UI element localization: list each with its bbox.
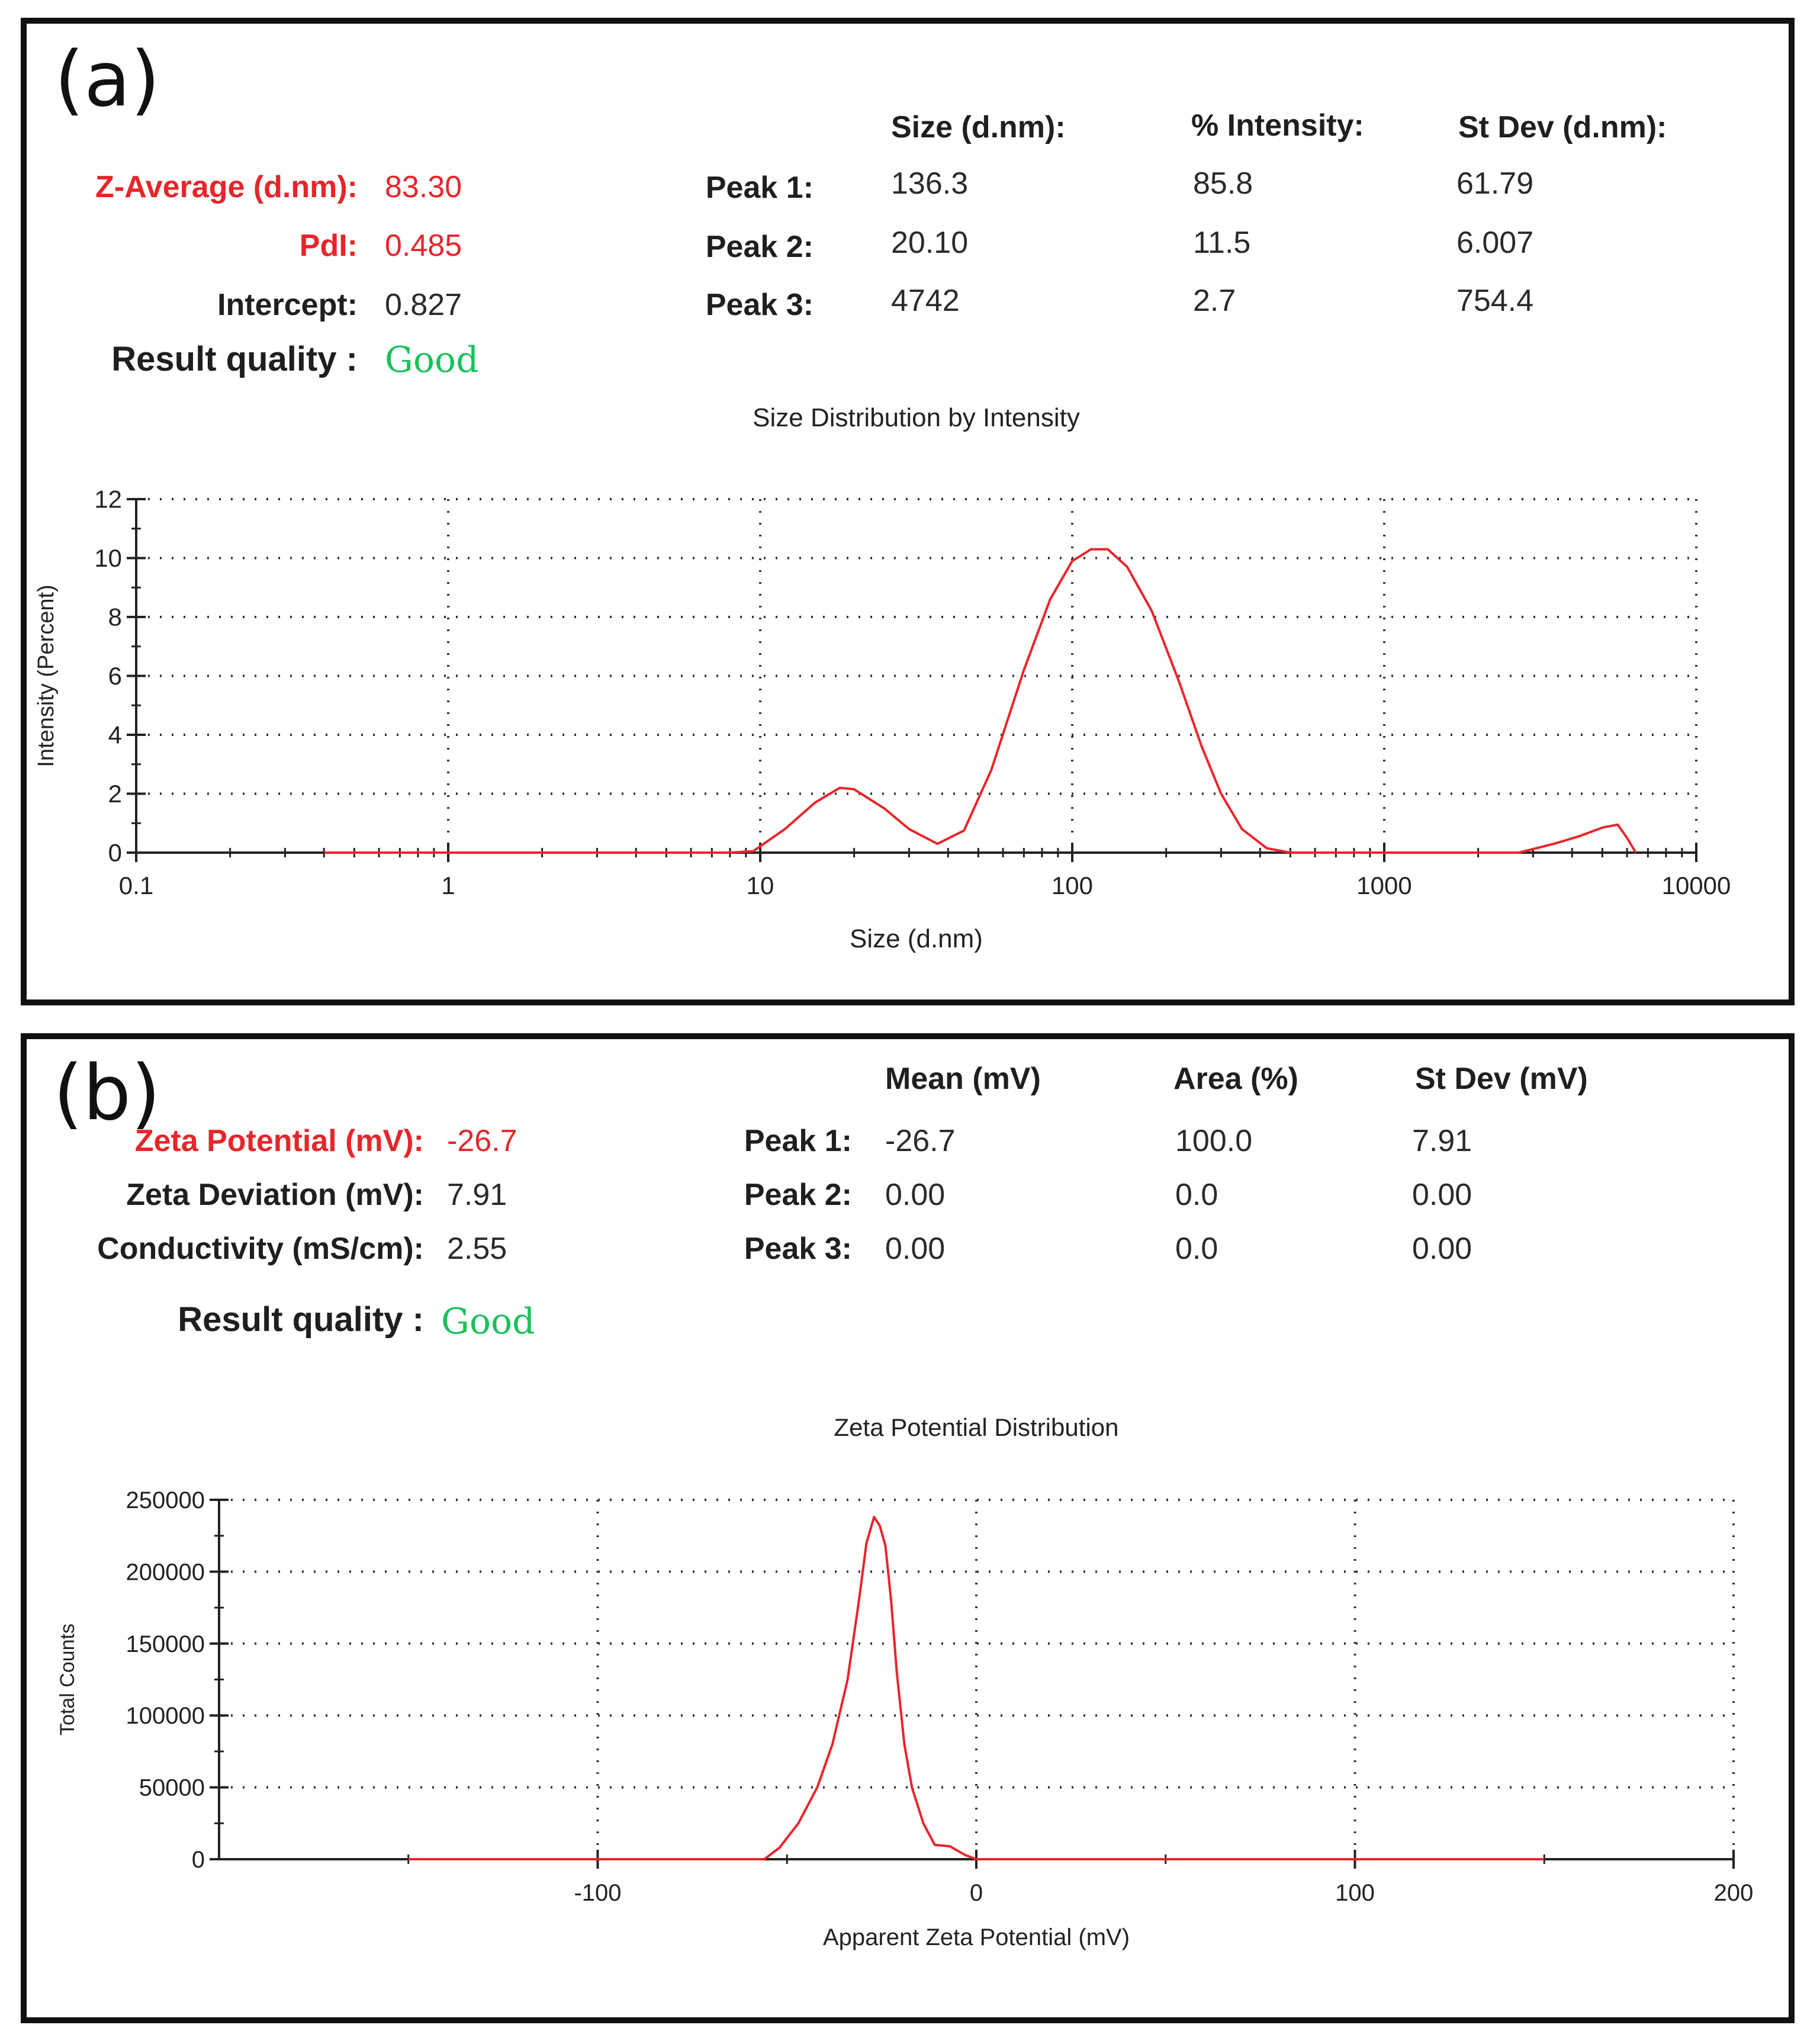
chart-a-xtick-label: 1000 [1356,872,1411,899]
chart-a-ytick-label: 6 [108,662,122,690]
table-a-cell: 6.007 [1456,226,1534,260]
chart-b-xlabel: Apparent Zeta Potential (mV) [823,1924,1130,1950]
chart-a-title: Size Distribution by Intensity [753,403,1080,432]
chart-a-ytick-label: 2 [108,780,122,808]
table-b-cell: 100.0 [1175,1124,1253,1158]
table-b-header-area: Area (%) [1173,1062,1298,1096]
result-quality-value-b: Good [441,1301,535,1342]
panel-b-letter: (b) [53,1049,161,1137]
table-b-cell: 0.00 [885,1232,946,1266]
chart-a-xtick-label: 100 [1052,872,1093,899]
chart-b-xtick-label: 100 [1335,1880,1375,1906]
zeta-potential-value: -26.7 [447,1124,517,1158]
table-a-header-stdev: St Dev (d.nm): [1458,110,1667,144]
chart-a-xtick-label: 10000 [1662,872,1731,899]
table-b-cell: 7.91 [1412,1124,1472,1158]
table-a-cell: 20.10 [891,226,969,260]
conductivity-label: Conductivity (mS/cm): [97,1232,424,1266]
table-a-cell: 4742 [891,284,960,318]
pdi-label: PdI: [299,229,358,263]
chart-b-ytick-label: 100000 [126,1703,205,1729]
chart-a-xtick-label: 10 [747,872,774,899]
chart-b-ytick-label: 250000 [126,1487,205,1513]
table-a-cell: 11.5 [1193,226,1251,260]
table-a-cell: 754.4 [1456,284,1534,318]
result-quality-label-b: Result quality : [178,1300,424,1339]
table-a-cell: 2.7 [1193,284,1236,318]
panel-a-size-distribution [21,18,1795,1005]
chart-a-ylabel: Intensity (Percent) [34,584,59,767]
chart-a-ytick-label: 0 [108,839,122,867]
chart-a-xtick-label: 1 [441,872,455,899]
intercept-label: Intercept: [217,288,358,322]
chart-b-ytick-label: 150000 [126,1631,205,1657]
chart-a-ytick-label: 10 [94,544,122,572]
chart-b-xtick-label: 200 [1714,1880,1754,1906]
result-quality-label-a: Result quality : [111,340,358,378]
zeta-deviation-value: 7.91 [447,1178,507,1212]
table-a-cell: 136.3 [891,166,969,201]
chart-b-xtick-label: -100 [574,1880,621,1906]
pdi-value: 0.485 [385,229,462,263]
chart-a-ytick-label: 8 [108,603,122,631]
table-b-cell: -26.7 [885,1124,956,1158]
table-a-header-size: Size (d.nm): [891,110,1066,144]
table-b-header-mean: Mean (mV) [885,1062,1041,1096]
table-a-header-intensity: % Intensity: [1191,108,1364,143]
chart-b-ylabel: Total Counts [56,1624,79,1735]
chart-b-ytick-label: 50000 [139,1775,205,1801]
chart-b-series-line [408,1516,1545,1860]
intercept-value: 0.827 [385,288,462,322]
zeta-deviation-label: Zeta Deviation (mV): [126,1178,424,1212]
result-quality-value-a: Good [385,339,479,381]
table-b-row-label: Peak 3: [744,1232,852,1266]
table-b-cell: 0.0 [1175,1232,1218,1266]
table-b-cell: 0.00 [1412,1232,1472,1266]
table-a-row-label: Peak 2: [705,230,813,264]
table-b-row-label: Peak 1: [744,1124,852,1158]
chart-b-ytick-label: 200000 [126,1559,205,1585]
chart-a-xtick-label: 0.1 [119,872,153,899]
chart-b-xtick-label: 0 [970,1880,983,1906]
chart-b-ytick-label: 0 [192,1847,205,1873]
panel-a-letter: (a) [54,36,160,124]
table-a-cell: 61.79 [1456,166,1534,201]
table-a-row-label: Peak 3: [705,288,813,322]
table-b-row-label: Peak 2: [744,1178,852,1212]
conductivity-value: 2.55 [447,1232,507,1266]
table-a-cell: 85.8 [1193,166,1253,201]
table-a-row-label: Peak 1: [705,171,813,205]
chart-b-title: Zeta Potential Distribution [834,1413,1119,1441]
chart-a-xlabel: Size (d.nm) [850,924,983,953]
z-average-label: Z-Average (d.nm): [95,170,358,204]
chart-a-ytick-label: 12 [94,486,122,513]
table-b-cell: 0.00 [1412,1178,1472,1212]
zeta-potential-label: Zeta Potential (mV): [134,1124,424,1158]
chart-a-ytick-label: 4 [108,721,122,749]
table-b-header-stdev: St Dev (mV) [1415,1062,1588,1096]
z-average-value: 83.30 [385,170,462,204]
table-b-cell: 0.0 [1175,1178,1218,1212]
chart-a-series-line [324,548,1637,854]
table-b-cell: 0.00 [885,1178,946,1212]
